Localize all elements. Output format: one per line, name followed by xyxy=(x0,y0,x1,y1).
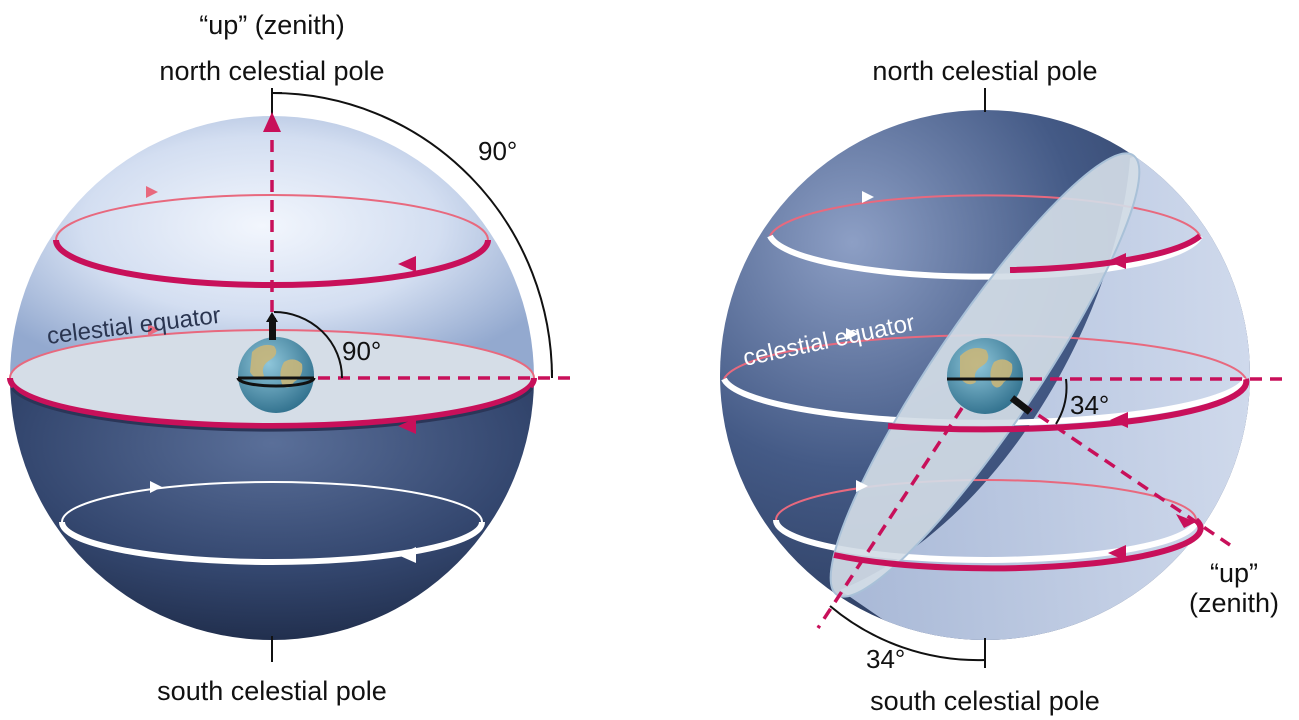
arrow-icon xyxy=(148,324,160,336)
observer-pin-icon xyxy=(269,318,276,340)
arrow-icon xyxy=(150,481,162,493)
right-axis-line xyxy=(816,407,964,629)
right-inner-angle-label: 34° xyxy=(1070,390,1109,420)
arrow-icon xyxy=(398,256,416,272)
left-north-pole-label: north celestial pole xyxy=(159,56,384,86)
left-lower-hemisphere xyxy=(10,378,534,640)
left-equator-circle xyxy=(7,377,537,429)
right-outer-angle-arc xyxy=(829,605,986,662)
left-inner-angle-label: 90° xyxy=(342,336,381,366)
arrow-icon xyxy=(1108,253,1126,269)
left-sphere xyxy=(7,88,572,662)
left-outer-angle-arc xyxy=(271,92,553,379)
arrow-icon xyxy=(862,191,874,203)
arrow-icon xyxy=(856,480,868,492)
left-lower-circle xyxy=(61,481,483,523)
arrow-icon xyxy=(146,186,158,198)
right-north-pole-label: north celestial pole xyxy=(872,56,1097,86)
right-zenith-label-1: “up” xyxy=(1210,558,1258,588)
right-zenith-line xyxy=(1021,402,1231,547)
right-earth xyxy=(947,338,1023,414)
arrow-icon xyxy=(398,547,416,563)
right-zenith-label-2: (zenith) xyxy=(1189,588,1279,618)
left-south-pole-label: south celestial pole xyxy=(157,676,387,706)
right-south-pole-label: south celestial pole xyxy=(870,686,1100,716)
arrow-icon xyxy=(263,112,281,132)
arrow-icon xyxy=(398,418,416,434)
left-earth xyxy=(238,337,314,413)
left-upper-circle xyxy=(55,194,489,241)
left-outer-angle-label: 90° xyxy=(478,136,517,166)
arrow-icon xyxy=(1110,412,1128,428)
right-outer-angle-label: 34° xyxy=(866,644,905,674)
arrow-icon xyxy=(1176,514,1196,528)
left-zenith-label: “up” (zenith) xyxy=(199,10,345,40)
left-inner-angle-arc xyxy=(273,311,343,379)
arrow-icon xyxy=(846,328,858,340)
right-inner-angle-arc xyxy=(1055,378,1068,425)
observer-pin-icon xyxy=(1009,395,1033,415)
arrow-icon xyxy=(1108,545,1126,561)
